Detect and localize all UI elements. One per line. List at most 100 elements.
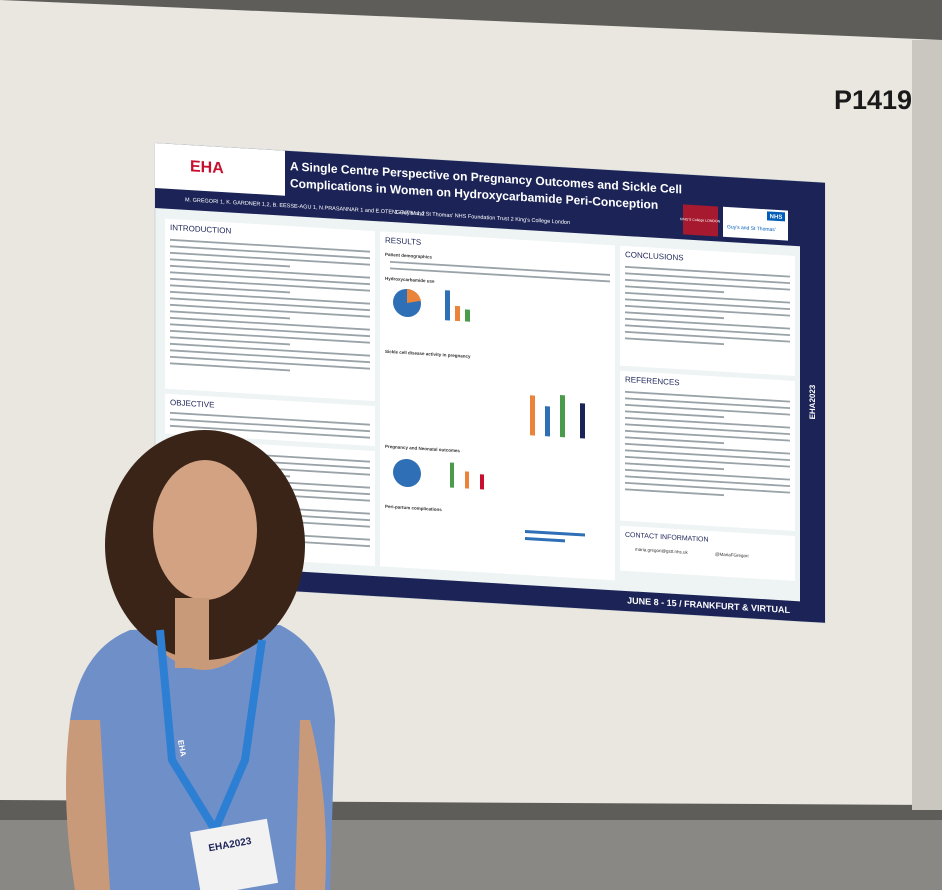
pie-icon <box>407 288 421 303</box>
text-line <box>625 468 790 481</box>
text-line <box>625 442 790 455</box>
section-heading: RESULTS <box>385 236 421 247</box>
dress <box>70 625 335 890</box>
text-line <box>170 264 370 279</box>
text-line <box>625 436 724 445</box>
panel <box>380 231 615 581</box>
text-line <box>390 260 610 276</box>
text-line <box>170 418 370 433</box>
text-line <box>625 475 790 488</box>
contact-email: maria.gregori@gstt.nhs.uk <box>635 547 689 555</box>
text-line <box>625 390 790 403</box>
text-line <box>170 411 370 426</box>
chart-icon <box>465 471 469 489</box>
chart-icon <box>465 309 470 322</box>
text-line <box>170 297 370 312</box>
text-line <box>625 324 790 337</box>
text-line <box>170 271 370 286</box>
chart-icon <box>455 305 460 322</box>
text-line <box>170 245 370 260</box>
chart-icon <box>580 403 585 439</box>
text-line <box>390 267 610 283</box>
text-line <box>625 285 724 294</box>
section-heading: CONCLUSIONS <box>625 250 684 262</box>
text-line <box>625 462 724 471</box>
person: EHA EHA2023 <box>66 430 335 890</box>
chart-icon <box>450 462 454 488</box>
text-line <box>625 337 724 346</box>
neck <box>175 598 209 668</box>
text-line <box>625 416 790 429</box>
text-line <box>170 238 370 253</box>
text-line <box>625 272 790 285</box>
text-line <box>625 311 724 320</box>
lanyard-text: EHA <box>176 739 188 757</box>
text-line <box>170 258 290 268</box>
side-label: EHA2023 <box>808 384 817 420</box>
text-line <box>625 397 790 410</box>
chart-icon <box>525 529 585 537</box>
text-line <box>170 290 370 305</box>
panel <box>165 218 375 402</box>
arm <box>295 720 326 890</box>
chart-icon <box>525 536 565 543</box>
chart-icon <box>530 395 535 436</box>
text-line <box>625 423 790 436</box>
arm <box>66 720 110 890</box>
text-line <box>625 330 790 343</box>
face <box>153 460 257 600</box>
nhs-box <box>767 211 785 222</box>
text-line <box>170 323 370 338</box>
text-line <box>625 410 724 419</box>
section-heading: CONTACT INFORMATION <box>625 532 709 544</box>
text-line <box>170 424 370 439</box>
text-line <box>170 355 370 370</box>
text-line <box>170 251 370 266</box>
nhs-text: NHS <box>770 214 783 221</box>
text-line <box>625 481 790 494</box>
body-text-lines <box>170 238 790 548</box>
section-heading: INTRODUCTION <box>170 223 231 236</box>
text-line <box>625 488 724 497</box>
text-line <box>170 329 370 344</box>
kcl-logo <box>683 204 718 237</box>
text-line <box>625 304 790 317</box>
kcl-logo-text: KING'S College LONDON <box>680 217 721 223</box>
text-line <box>625 317 790 330</box>
text-line <box>170 342 370 357</box>
text-line <box>625 429 790 442</box>
text-line <box>170 310 290 320</box>
chart-icon <box>445 290 450 321</box>
text-line <box>625 278 790 291</box>
eha-logo: EHA <box>190 158 224 177</box>
text-line <box>170 336 290 346</box>
pie-icon <box>393 458 421 487</box>
text-line <box>170 284 290 294</box>
text-line <box>625 449 790 462</box>
gstt-text: Guy's and St Thomas' <box>727 224 776 233</box>
poster-footer <box>155 563 800 622</box>
section-heading: REFERENCES <box>625 375 680 387</box>
section-heading: OBJECTIVE <box>170 398 214 410</box>
text-line <box>170 349 370 364</box>
poster-header <box>155 143 825 248</box>
subheading: Patient demographics <box>385 252 432 260</box>
text-line <box>625 298 790 311</box>
subheading: Pregnancy and Neonatal outcomes <box>385 444 460 453</box>
board-frame <box>912 40 942 810</box>
contact-twitter: @MariaFGregori <box>715 551 749 558</box>
chart-icon <box>545 406 550 437</box>
subheading: Sickle cell disease activity in pregnanc… <box>385 349 471 359</box>
text-line <box>625 265 790 278</box>
text-line <box>170 316 370 331</box>
text-line <box>170 277 370 292</box>
badge <box>190 818 279 890</box>
board-number: P1419 <box>834 85 912 115</box>
text-line <box>625 403 790 416</box>
subheading: Hydroxycarbamide use <box>385 276 435 284</box>
subheading: Peri-partum complications <box>385 504 442 512</box>
text-line <box>625 291 790 304</box>
text-line <box>625 455 790 468</box>
text-line <box>170 362 290 372</box>
